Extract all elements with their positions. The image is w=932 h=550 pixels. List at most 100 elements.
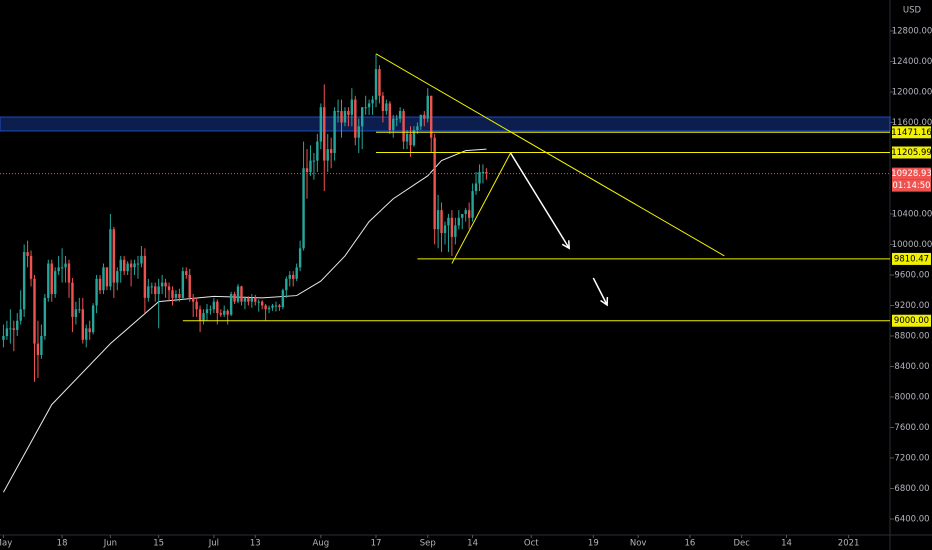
candle-body	[47, 263, 50, 298]
candle-body	[198, 309, 202, 321]
candle-body	[171, 290, 174, 298]
candle-body	[247, 297, 250, 302]
y-tick-label: 12000.00	[892, 87, 932, 97]
candle-body	[250, 297, 254, 302]
candle-body	[371, 99, 374, 104]
candle-body	[195, 301, 198, 310]
candle-body	[478, 172, 481, 184]
candle-body	[292, 274, 295, 279]
y-tick-label: 12800.00	[892, 26, 932, 36]
candle-body	[333, 111, 336, 153]
candle-body	[440, 210, 443, 234]
candle-body	[354, 99, 357, 138]
y-tick-label: 11600.00	[892, 118, 932, 128]
candle-body	[271, 305, 274, 308]
candle-body	[409, 133, 412, 146]
candle-body	[9, 328, 12, 330]
candle-body	[378, 69, 381, 96]
candle-body	[219, 313, 222, 315]
candle-body	[36, 343, 40, 356]
x-tick-label: May	[0, 539, 12, 549]
y-tick-label: 6800.00	[894, 484, 929, 494]
candle-body	[347, 111, 350, 115]
last-price-label-bg	[892, 167, 931, 180]
candle-body	[374, 69, 378, 100]
candle-body	[105, 267, 109, 287]
y-tick-label: 12400.00	[892, 57, 932, 67]
level-label: 9000.00	[894, 316, 929, 326]
candle-body	[412, 130, 416, 146]
candle-body	[133, 263, 136, 268]
candle-body	[22, 252, 26, 310]
y-tick-label: 10000.00	[892, 240, 932, 250]
candle-body	[285, 278, 288, 291]
candle-body	[160, 282, 164, 287]
level-label: 11471.16	[891, 128, 932, 138]
candle-body	[454, 225, 457, 237]
candle-body	[429, 95, 433, 138]
x-tick-label: Jul	[208, 539, 219, 549]
x-tick-label: Sep	[420, 539, 436, 549]
candle-body	[85, 328, 88, 340]
candle-body	[443, 225, 447, 234]
level-label-bg	[892, 126, 931, 139]
candle-body	[398, 111, 402, 119]
candle-body	[119, 259, 122, 272]
candle-body	[416, 126, 419, 131]
candle-body	[5, 328, 9, 336]
candle-body	[223, 310, 226, 315]
candle-body	[229, 294, 233, 315]
candle-body	[278, 305, 281, 307]
x-tick-label: 14	[467, 539, 478, 549]
candle-body	[447, 217, 450, 226]
trendline	[375, 53, 725, 257]
candle-body	[29, 255, 33, 279]
candle-body	[305, 168, 309, 173]
candle-body	[64, 263, 67, 268]
candle-body	[426, 95, 429, 119]
candle-body	[298, 248, 302, 268]
arrow-head	[561, 240, 571, 250]
x-tick-label: 16	[685, 539, 696, 549]
candle-body	[53, 271, 57, 295]
candle-body	[19, 309, 22, 321]
candle-body	[402, 111, 405, 142]
candle-body	[457, 217, 461, 226]
level-label-bg	[892, 146, 931, 159]
last-price-label: 10928.93	[891, 169, 932, 179]
candle-body	[98, 278, 102, 291]
candle-body	[340, 111, 343, 123]
candle-body	[467, 210, 471, 218]
level-label: 9810.47	[894, 254, 929, 264]
candle-body	[423, 114, 426, 119]
candle-body	[185, 271, 188, 275]
candle-body	[329, 149, 333, 153]
candle-body	[143, 255, 147, 298]
price-zone	[0, 116, 891, 132]
candle-body	[16, 320, 19, 330]
candle-body	[274, 305, 278, 307]
candle-body	[357, 126, 360, 138]
x-tick-label: Nov	[630, 539, 647, 549]
candle-body	[350, 99, 354, 115]
x-tick-label: Dec	[733, 539, 750, 549]
candle-body	[323, 107, 326, 161]
countdown-bg	[892, 179, 931, 192]
candle-body	[485, 172, 488, 174]
x-tick-label: Aug	[313, 539, 330, 549]
candle-body	[364, 107, 367, 109]
candle-body	[129, 263, 133, 268]
candle-body	[260, 301, 264, 306]
candle-body	[154, 286, 157, 295]
candle-body	[150, 286, 153, 288]
x-tick-label: 14	[781, 539, 792, 549]
x-tick-label: 15	[153, 539, 164, 549]
candle-body	[240, 286, 243, 302]
arrow-head	[600, 296, 609, 307]
candle-body	[205, 309, 209, 314]
candle-body	[122, 259, 126, 272]
candle-body	[474, 183, 478, 192]
candle-body	[164, 282, 167, 287]
candle-body	[216, 301, 219, 314]
